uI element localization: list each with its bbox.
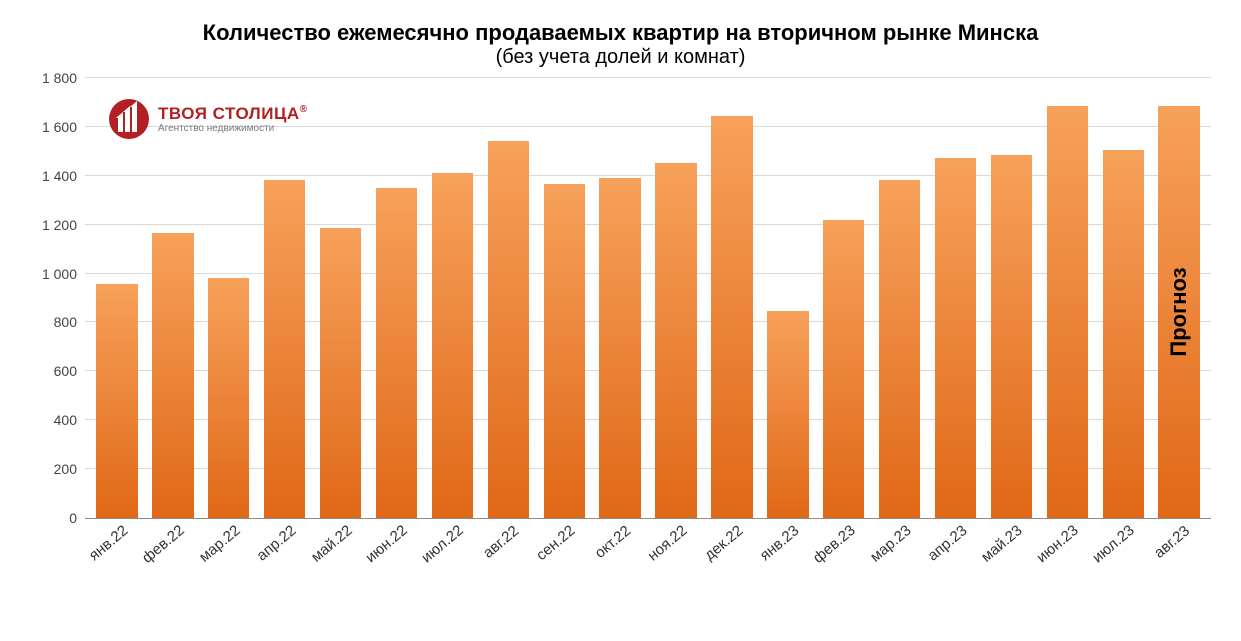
bar-slot [369,79,425,518]
bar [991,155,1032,518]
bar-slot [313,79,369,518]
bar [767,311,808,518]
bar [879,180,920,518]
x-tick-label: мар.22 [201,519,257,589]
x-tick-label: янв.23 [760,519,816,589]
x-tick-label: апр.22 [257,519,313,589]
bar-slot: Прогноз [1151,79,1207,518]
bar [544,184,585,518]
bar-slot [89,79,145,518]
x-tick-label: июл.22 [424,519,480,589]
bar [264,180,305,518]
x-tick-label: мар.23 [872,519,928,589]
x-tick-label: июн.22 [369,519,425,589]
y-tick-label: 400 [54,412,85,428]
bar [935,158,976,518]
chart-container: Количество ежемесячно продаваемых кварти… [30,20,1211,589]
bar-slot [145,79,201,518]
bar-slot [648,79,704,518]
x-axis-labels: янв.22фев.22мар.22апр.22май.22июн.22июл.… [85,519,1211,589]
y-tick-label: 1 600 [42,119,85,135]
building-icon [108,98,150,140]
y-tick-label: 1 000 [42,266,85,282]
logo-brand-text: ТВОЯ СТОЛИЦА® [158,105,308,122]
x-tick-label: янв.22 [89,519,145,589]
gridline [85,77,1211,78]
bar [208,278,249,518]
bar [488,141,529,518]
y-tick-label: 0 [69,510,85,526]
bar-slot [592,79,648,518]
bar-slot [760,79,816,518]
chart-subtitle: (без учета долей и комнат) [30,46,1211,69]
bar-annotation: Прогноз [1166,267,1192,356]
x-tick-label: июл.23 [1095,519,1151,589]
bar-slot [257,79,313,518]
bar-slot [816,79,872,518]
bar-slot [704,79,760,518]
bar-slot [984,79,1040,518]
bar-slot [1095,79,1151,518]
x-tick-label: окт.22 [592,519,648,589]
bar-slot [201,79,257,518]
bar-slot [536,79,592,518]
bar [823,220,864,518]
y-tick-label: 600 [54,363,85,379]
x-tick-label: июн.23 [1039,519,1095,589]
x-tick-label: ноя.22 [648,519,704,589]
bar-slot [480,79,536,518]
bar [96,284,137,518]
bar-slot [1039,79,1095,518]
x-tick-label: апр.23 [928,519,984,589]
bar-slot [424,79,480,518]
brand-logo: ТВОЯ СТОЛИЦА® Агентство недвижимости [108,98,308,140]
x-tick-label: фев.23 [816,519,872,589]
bar [432,173,473,518]
bar-slot [928,79,984,518]
bar [320,228,361,518]
bar [152,233,193,518]
bar [599,178,640,518]
x-tick-label: авг.22 [480,519,536,589]
bar [655,163,696,518]
chart-title: Количество ежемесячно продаваемых кварти… [30,20,1211,46]
plot-area: Прогноз 02004006008001 0001 2001 4001 60… [85,79,1211,519]
bar [1047,106,1088,518]
bar: Прогноз [1158,106,1199,518]
y-tick-label: 200 [54,461,85,477]
y-tick-label: 1 200 [42,217,85,233]
x-tick-label: фев.22 [145,519,201,589]
x-tick-label: сен.22 [536,519,592,589]
x-tick-label: май.23 [984,519,1040,589]
y-tick-label: 1 800 [42,70,85,86]
logo-tagline: Агентство недвижимости [158,124,308,134]
bar-slot [872,79,928,518]
bar [376,188,417,518]
y-tick-label: 1 400 [42,168,85,184]
bar [1103,150,1144,518]
bar [711,116,752,518]
x-tick-label: май.22 [313,519,369,589]
bars-group: Прогноз [85,79,1211,518]
x-tick-label: авг.23 [1151,519,1207,589]
x-tick-label: дек.22 [704,519,760,589]
y-tick-label: 800 [54,314,85,330]
